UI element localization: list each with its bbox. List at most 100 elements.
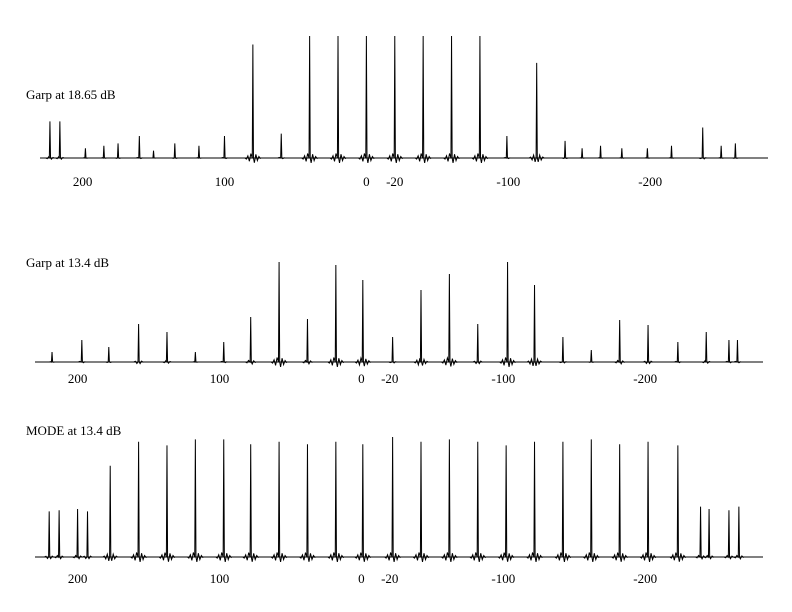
- peak: [732, 143, 739, 159]
- peak: [611, 444, 628, 562]
- peak: [329, 35, 347, 163]
- peak: [472, 323, 483, 365]
- peak: [49, 351, 55, 363]
- peak: [105, 346, 113, 364]
- peak: [158, 445, 176, 562]
- peak: [554, 441, 572, 562]
- peak: [54, 510, 65, 560]
- peak: [614, 319, 625, 365]
- peak: [528, 62, 545, 163]
- peak: [695, 506, 706, 560]
- peak: [102, 465, 118, 561]
- x-tick-label: 100: [210, 571, 230, 586]
- x-tick-label: -100: [491, 571, 515, 586]
- x-tick-label: 200: [68, 571, 88, 586]
- x-tick-label: -200: [633, 371, 657, 386]
- peak: [469, 441, 487, 562]
- peak: [471, 35, 489, 163]
- x-tick-label: -100: [496, 174, 520, 189]
- peak: [327, 441, 345, 562]
- peak: [497, 445, 515, 562]
- peak: [72, 508, 83, 560]
- peak: [78, 339, 86, 364]
- x-tick-label: -20: [381, 371, 398, 386]
- peak: [192, 351, 199, 363]
- peak: [187, 439, 204, 562]
- peak: [171, 143, 178, 159]
- peak: [82, 511, 93, 560]
- peak: [244, 44, 262, 163]
- peak: [151, 150, 157, 159]
- peak: [701, 331, 711, 364]
- x-tick-label: -20: [381, 571, 398, 586]
- panel-title: MODE at 13.4 dB: [26, 423, 122, 438]
- peak: [215, 439, 233, 562]
- peak: [130, 441, 147, 562]
- peak: [82, 148, 89, 159]
- x-tick-label: 0: [363, 174, 370, 189]
- x-tick-label: 200: [68, 371, 88, 386]
- peak: [196, 145, 202, 159]
- panel-title: Garp at 18.65 dB: [26, 87, 116, 102]
- x-tick-label: -20: [386, 174, 403, 189]
- x-tick-label: -100: [491, 371, 515, 386]
- x-tick-label: 100: [210, 371, 230, 386]
- peak: [561, 140, 569, 159]
- peak: [354, 279, 371, 367]
- peak: [441, 439, 458, 562]
- peak: [133, 323, 144, 365]
- peak: [579, 148, 585, 159]
- peak: [412, 441, 430, 562]
- peak: [414, 35, 432, 163]
- peak: [388, 336, 397, 364]
- peak: [358, 35, 375, 163]
- peak: [597, 145, 604, 159]
- peak: [526, 284, 543, 366]
- peak: [619, 148, 625, 159]
- peak: [299, 444, 316, 562]
- peak: [270, 261, 288, 367]
- peak: [245, 316, 257, 366]
- peak: [643, 324, 653, 365]
- x-tick-label: -200: [633, 571, 657, 586]
- peak: [674, 341, 682, 364]
- peak: [725, 339, 733, 364]
- peak: [135, 136, 143, 160]
- peak: [639, 441, 657, 562]
- peak: [558, 336, 567, 364]
- peak: [503, 136, 511, 160]
- peak: [354, 444, 372, 562]
- peak: [277, 133, 285, 160]
- peak: [718, 145, 724, 159]
- peak: [588, 349, 595, 363]
- peak: [301, 35, 318, 163]
- peak: [668, 145, 675, 159]
- peak: [644, 148, 651, 159]
- peak: [101, 145, 107, 159]
- x-tick-label: 0: [358, 571, 365, 586]
- peak: [723, 510, 734, 560]
- peak: [386, 35, 404, 163]
- peak: [499, 261, 516, 367]
- peak: [698, 127, 707, 160]
- peak: [162, 331, 172, 364]
- peak: [115, 143, 122, 159]
- peak: [44, 511, 55, 560]
- peak: [242, 444, 259, 562]
- peak: [703, 508, 715, 560]
- peak: [384, 436, 401, 562]
- peak: [221, 136, 228, 160]
- x-tick-label: 200: [73, 174, 93, 189]
- peak: [733, 339, 742, 364]
- peak: [270, 441, 288, 562]
- peak: [669, 445, 687, 562]
- peak: [220, 341, 228, 364]
- peak: [582, 439, 600, 562]
- peak: [526, 441, 543, 562]
- peak: [733, 506, 745, 560]
- peak: [45, 121, 55, 160]
- peak: [443, 35, 460, 163]
- x-tick-label: 0: [358, 371, 365, 386]
